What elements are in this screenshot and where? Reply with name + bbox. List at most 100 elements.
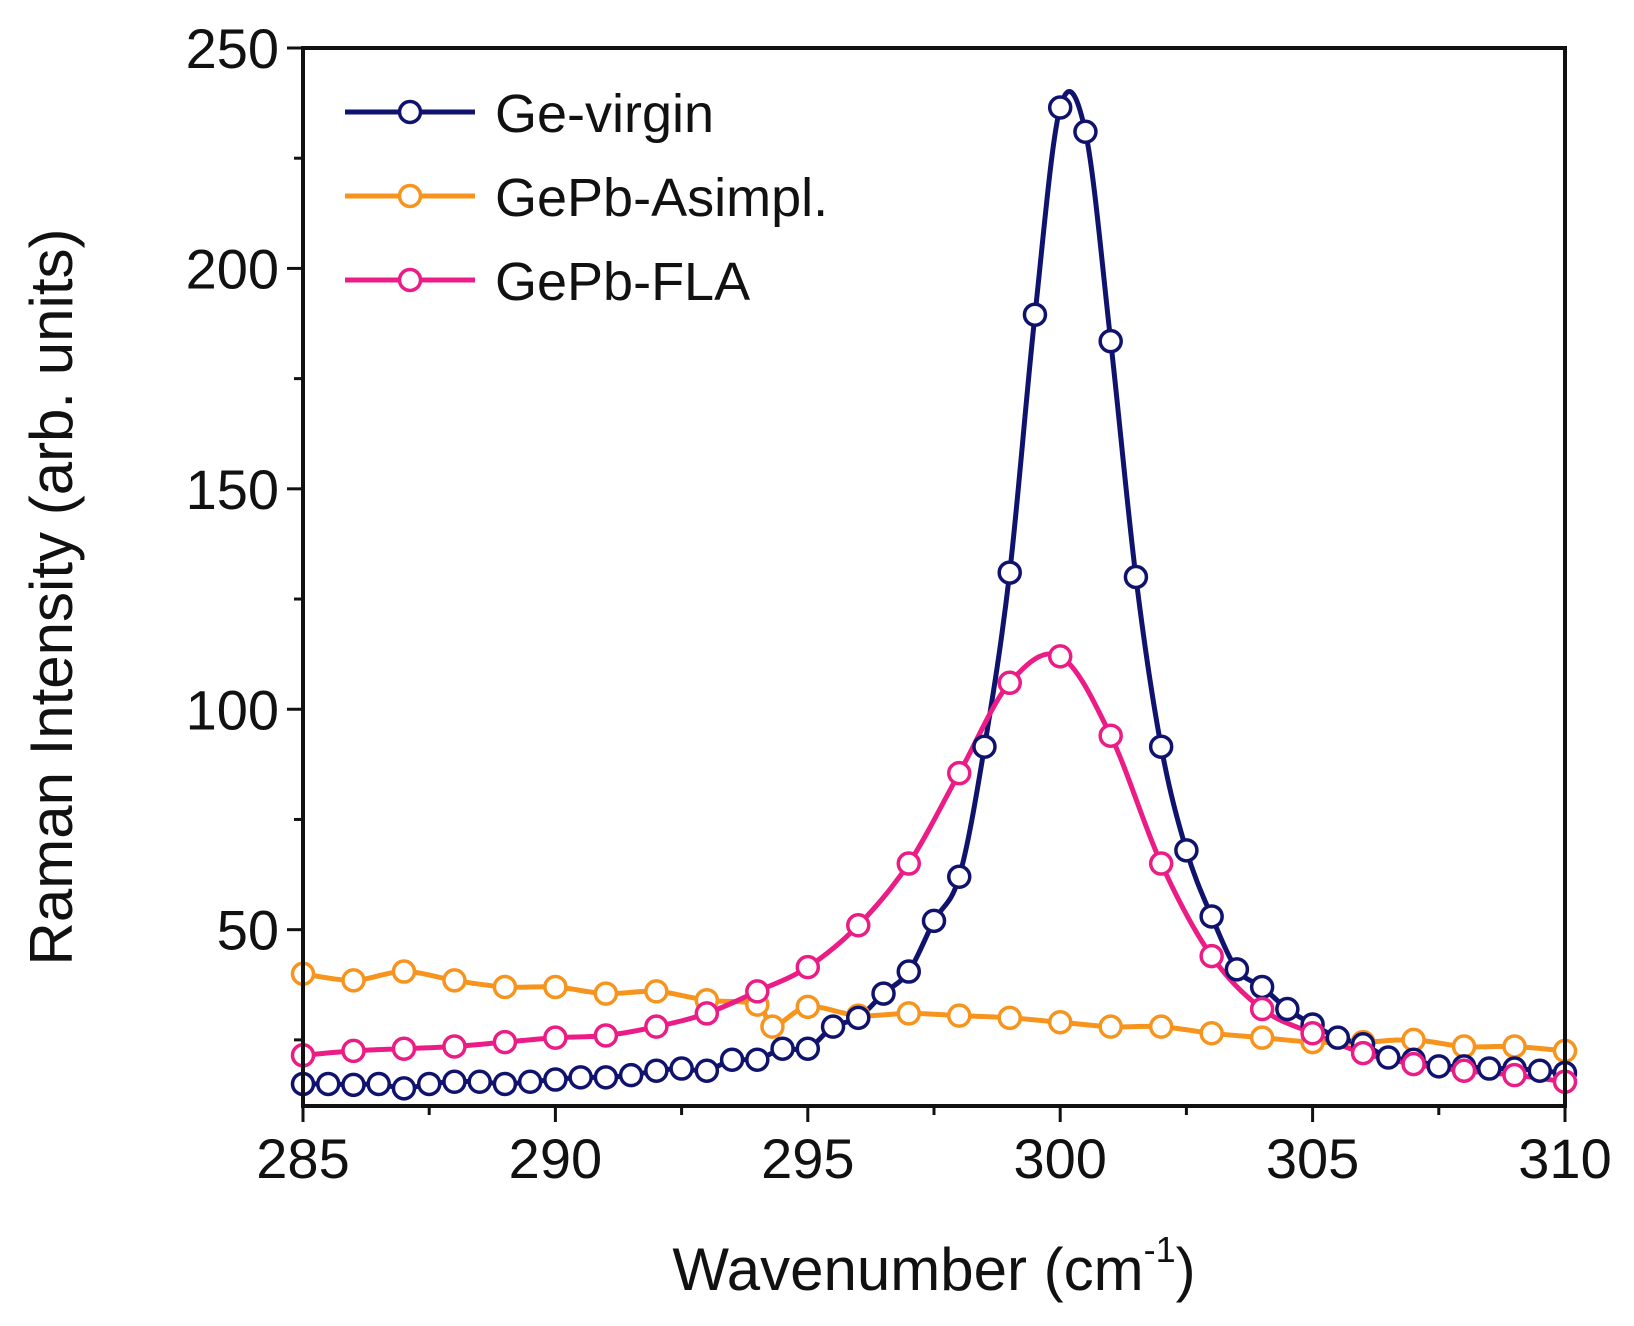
data-point-ge-virgin xyxy=(1325,1025,1351,1050)
data-point-ge-virgin xyxy=(1477,1056,1502,1081)
data-point-gepb-asimpl xyxy=(1098,1014,1123,1039)
data-point-ge-virgin xyxy=(997,560,1022,585)
data-point-ge-virgin xyxy=(871,981,896,1006)
data-point-gepb-fla xyxy=(1199,943,1224,969)
data-point-ge-virgin xyxy=(517,1069,543,1095)
data-point-gepb-fla xyxy=(391,1036,417,1061)
data-point-ge-virgin xyxy=(1174,838,1199,863)
data-point-ge-virgin xyxy=(896,959,922,984)
data-point-gepb-asimpl xyxy=(442,968,467,993)
data-point-ge-virgin xyxy=(341,1072,366,1098)
data-point-ge-virgin xyxy=(492,1071,518,1097)
data-point-ge-virgin xyxy=(1123,564,1149,590)
data-point-ge-virgin xyxy=(846,1005,871,1031)
data-point-ge-virgin xyxy=(366,1071,391,1097)
x-axis-title-superscript: -1 xyxy=(1144,1229,1176,1270)
data-point-ge-virgin xyxy=(593,1065,619,1090)
x-axis-title-main: Wavenumber (cm xyxy=(672,1236,1143,1303)
data-point-ge-virgin xyxy=(644,1058,669,1083)
series-line-gepb-fla xyxy=(302,651,1566,1085)
y-tick-label: 200 xyxy=(186,237,279,300)
data-point-gepb-fla xyxy=(1502,1062,1527,1088)
data-point-ge-virgin xyxy=(618,1062,644,1088)
y-tick-label: 50 xyxy=(217,899,279,962)
data-point-gepb-fla xyxy=(745,979,770,1004)
data-point-gepb-asimpl xyxy=(543,974,568,1000)
data-point-gepb-fla xyxy=(492,1029,518,1055)
data-point-ge-virgin xyxy=(694,1058,720,1083)
data-point-gepb-fla xyxy=(1047,644,1073,669)
data-point-ge-virgin xyxy=(315,1071,341,1097)
data-point-ge-virgin xyxy=(1249,974,1275,1000)
x-axis-title-close: ) xyxy=(1176,1236,1196,1303)
data-point-gepb-fla xyxy=(846,913,871,938)
data-point-gepb-fla xyxy=(543,1025,568,1050)
y-tick-labels: 50 100 150 200 250 xyxy=(186,17,279,962)
y-tick-label: 250 xyxy=(186,17,279,80)
data-point-gepb-fla xyxy=(442,1034,467,1059)
data-point-gepb-fla xyxy=(1098,723,1123,748)
data-point-gepb-fla xyxy=(694,1001,720,1026)
y-tick-label: 150 xyxy=(186,458,279,521)
data-point-ge-virgin xyxy=(1022,302,1048,327)
data-point-ge-virgin xyxy=(1275,996,1300,1022)
plot-markers xyxy=(290,95,1578,1101)
data-point-ge-virgin xyxy=(972,734,997,759)
data-point-gepb-asimpl xyxy=(795,994,821,1020)
data-point-gepb-asimpl xyxy=(593,981,619,1006)
data-point-ge-virgin xyxy=(669,1056,694,1081)
legend-label: GePb-Asimpl. xyxy=(495,168,828,228)
data-point-ge-virgin xyxy=(921,908,947,934)
x-tick-label: 305 xyxy=(1266,1127,1359,1190)
x-tick-label: 310 xyxy=(1518,1127,1611,1190)
data-point-ge-virgin xyxy=(391,1076,417,1101)
data-point-gepb-asimpl xyxy=(391,959,417,984)
data-point-ge-virgin xyxy=(1098,328,1123,354)
legend-label: Ge-virgin xyxy=(495,84,714,144)
legend: Ge-virgin GePb-Asimpl. GePb-FLA xyxy=(345,84,828,312)
plot-frame xyxy=(301,46,1567,1108)
y-axis-title: Raman Intensity (arb. units) xyxy=(18,229,85,966)
data-point-gepb-fla xyxy=(1249,996,1275,1022)
plot-lines xyxy=(302,89,1566,1091)
data-point-gepb-asimpl xyxy=(1451,1034,1477,1059)
data-point-gepb-asimpl xyxy=(644,979,669,1004)
data-point-ge-virgin xyxy=(467,1069,492,1095)
data-point-gepb-fla xyxy=(1350,1040,1376,1066)
data-point-ge-virgin xyxy=(1527,1058,1553,1083)
data-point-ge-virgin xyxy=(543,1067,568,1092)
data-point-gepb-fla xyxy=(997,670,1022,696)
data-point-ge-virgin xyxy=(442,1069,467,1095)
data-point-ge-virgin xyxy=(416,1071,442,1097)
data-point-gepb-fla xyxy=(946,760,972,786)
data-point-ge-virgin xyxy=(946,864,972,890)
data-point-gepb-asimpl xyxy=(946,1003,972,1028)
x-axis-title: Wavenumber (cm-1) xyxy=(672,1229,1195,1303)
data-point-ge-virgin xyxy=(820,1014,846,1039)
data-point-gepb-fla xyxy=(1300,1021,1325,1046)
x-tick-label: 290 xyxy=(509,1127,602,1190)
data-point-gepb-fla xyxy=(593,1023,619,1048)
data-point-ge-virgin xyxy=(1376,1045,1401,1070)
axis-ticks xyxy=(287,46,1567,1122)
series-line-gepb-asimpl xyxy=(302,968,1566,1054)
data-point-ge-virgin xyxy=(770,1036,795,1061)
x-tick-label: 295 xyxy=(761,1127,854,1190)
data-point-ge-virgin xyxy=(1224,957,1250,982)
data-point-ge-virgin xyxy=(1148,734,1174,759)
data-point-gepb-fla xyxy=(1401,1051,1426,1077)
series-line-ge-virgin xyxy=(302,89,1566,1091)
data-point-ge-virgin xyxy=(1073,119,1098,145)
legend-label: GePb-FLA xyxy=(495,252,750,312)
data-point-ge-virgin xyxy=(1047,95,1073,120)
x-tick-labels: 285 290 295 300 305 310 xyxy=(256,1127,1611,1190)
data-point-gepb-fla xyxy=(1451,1058,1477,1083)
y-tick-label: 100 xyxy=(186,678,279,741)
data-point-gepb-fla xyxy=(896,851,922,876)
legend-marker xyxy=(397,99,423,125)
data-point-ge-virgin xyxy=(719,1047,745,1072)
data-point-ge-virgin xyxy=(745,1047,770,1072)
data-point-gepb-fla xyxy=(341,1038,366,1064)
data-point-ge-virgin xyxy=(795,1036,821,1061)
